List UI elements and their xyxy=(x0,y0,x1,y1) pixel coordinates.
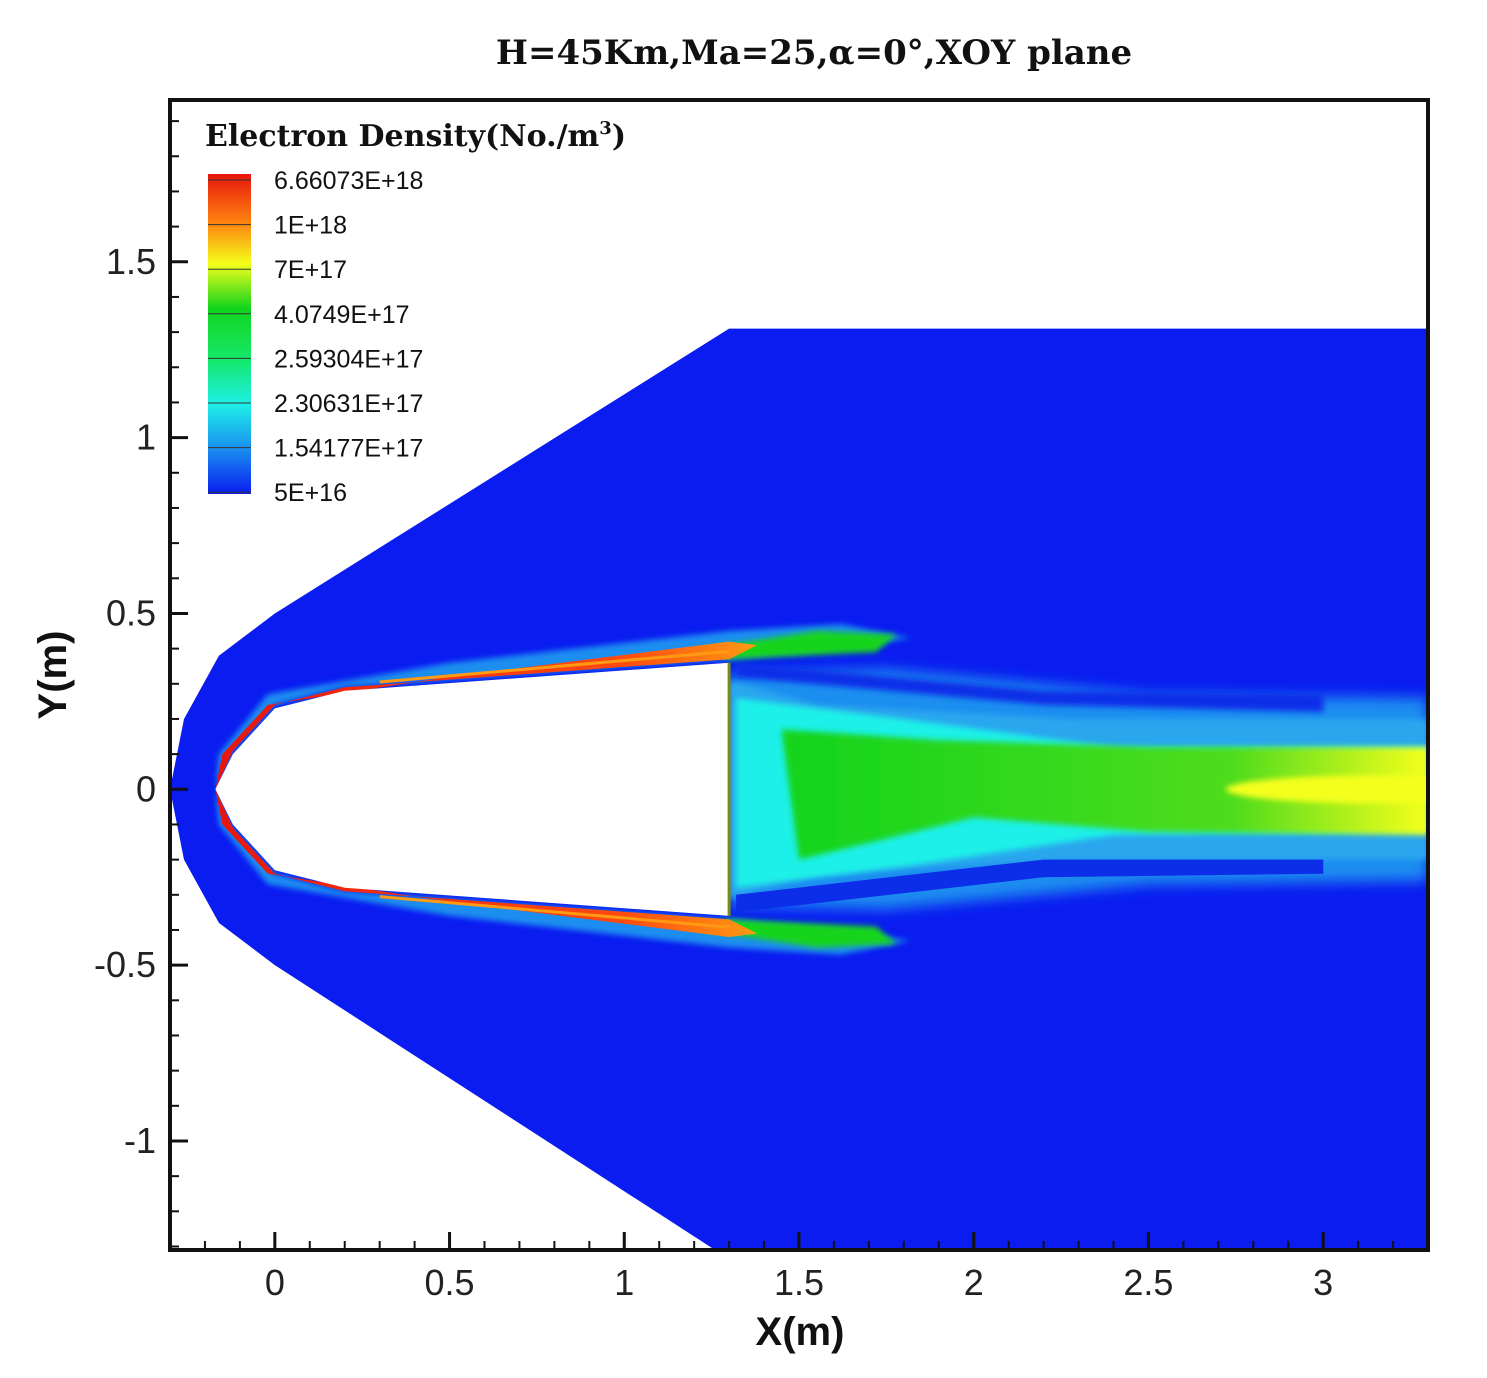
wake-peak-region xyxy=(1225,775,1428,804)
legend-title-superscript: 3 xyxy=(599,118,612,139)
legend-level-label: 1E+18 xyxy=(274,212,347,240)
legend-title-main: Electron Density(No./m xyxy=(205,119,600,154)
x-tick-label: 0 xyxy=(265,1262,285,1303)
legend-level-label: 2.59304E+17 xyxy=(274,345,423,373)
legend-title: Electron Density(No./m3) xyxy=(205,118,626,154)
legend-title-suffix: ) xyxy=(612,119,626,154)
upper-sheath-contour xyxy=(379,649,730,684)
x-tick-label: 0.5 xyxy=(425,1262,475,1303)
y-tick-label: -0.5 xyxy=(94,944,156,985)
y-tick-label: 0.5 xyxy=(106,592,156,633)
legend: Electron Density(No./m3) 6.66073E+18 1E+1… xyxy=(205,118,626,507)
x-tick-label: 3 xyxy=(1313,1262,1333,1303)
x-tick-label: 1.5 xyxy=(774,1262,824,1303)
x-tick-label: 1 xyxy=(614,1262,634,1303)
legend-colorbar xyxy=(208,174,251,494)
x-tick-label: 2 xyxy=(964,1262,984,1303)
legend-level-label: 2.30631E+17 xyxy=(274,390,423,418)
legend-level-label: 1.54177E+17 xyxy=(274,435,423,463)
legend-levels: 6.66073E+18 1E+18 7E+17 4.0749E+17 2.59304E+… xyxy=(208,167,423,507)
lower-sheath-green xyxy=(701,919,897,948)
y-tick-label: 1 xyxy=(136,417,156,458)
y-axis: 1.5 1 0.5 0 -0.5 -1 xyxy=(94,120,188,1248)
x-axis: 0 0.5 1 1.5 2 2.5 3 xyxy=(169,1232,1429,1303)
lower-sheath-core xyxy=(215,789,758,937)
y-tick-label: -1 xyxy=(124,1120,156,1161)
legend-level-label: 6.66073E+18 xyxy=(274,167,423,195)
upper-sheath-green xyxy=(701,631,897,660)
y-tick-label: 1.5 xyxy=(106,241,156,282)
chart-title: H=45Km,Ma=25,α=0°,XOY plane xyxy=(496,33,1132,73)
wake-lower-shear-line xyxy=(736,859,1324,913)
vehicle-body xyxy=(215,662,730,916)
legend-level-label: 4.0749E+17 xyxy=(274,301,410,329)
x-axis-label: X(m) xyxy=(756,1310,845,1354)
y-tick-label: 0 xyxy=(136,768,156,809)
upper-sheath-core xyxy=(215,641,758,790)
wake-core xyxy=(781,729,1428,860)
legend-level-label: 5E+16 xyxy=(274,479,347,507)
contour-field xyxy=(170,328,1428,1250)
legend-level-label: 7E+17 xyxy=(274,256,347,284)
y-axis-label: Y(m) xyxy=(31,631,75,720)
x-tick-label: 2.5 xyxy=(1123,1262,1173,1303)
lower-sheath-contour xyxy=(379,895,730,929)
wake-upper-shear-line xyxy=(736,662,1324,712)
